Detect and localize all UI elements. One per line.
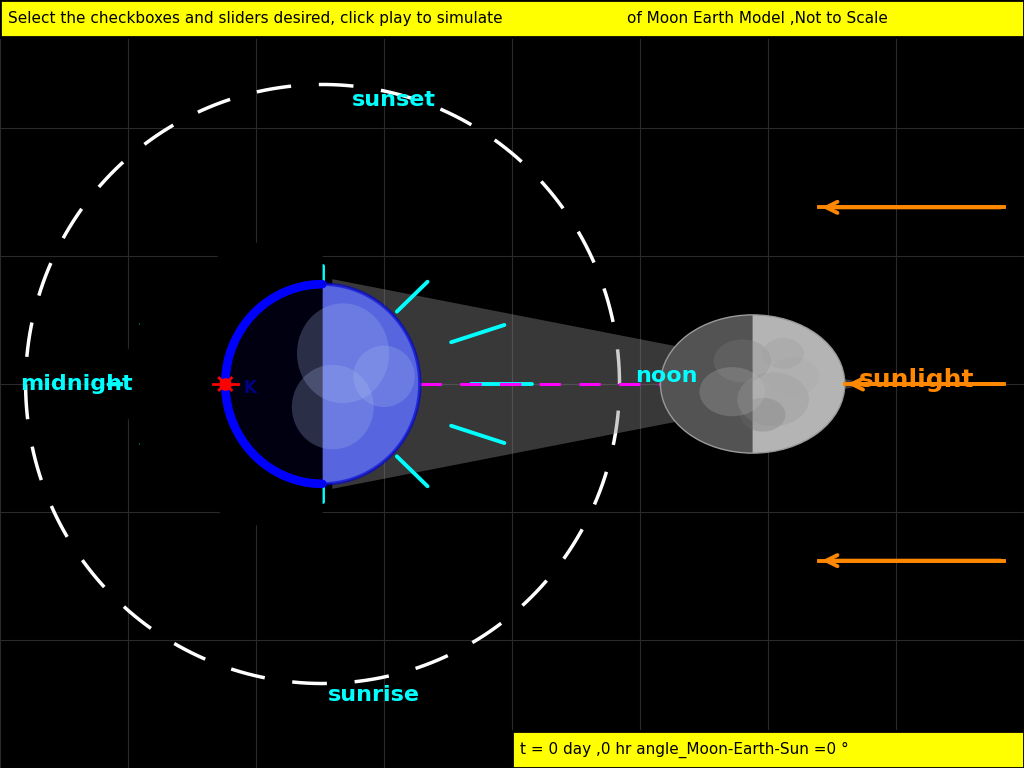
Text: t = 0 day ,0 hr angle_Moon-Earth-Sun =0 °: t = 0 day ,0 hr angle_Moon-Earth-Sun =0 … <box>520 741 849 758</box>
Ellipse shape <box>225 284 420 484</box>
Text: midnight: midnight <box>20 374 133 394</box>
Text: sunset: sunset <box>352 90 436 110</box>
Ellipse shape <box>292 365 374 449</box>
Ellipse shape <box>353 346 415 407</box>
Bar <box>512 731 1024 768</box>
Wedge shape <box>660 315 753 453</box>
Circle shape <box>660 315 845 453</box>
Circle shape <box>737 372 809 426</box>
Text: noon: noon <box>635 366 697 386</box>
Circle shape <box>699 367 765 416</box>
Text: of Moon Earth Model ,Not to Scale: of Moon Earth Model ,Not to Scale <box>627 11 888 26</box>
Text: K: K <box>244 379 257 397</box>
Circle shape <box>714 339 771 382</box>
Circle shape <box>740 398 785 432</box>
Polygon shape <box>332 279 854 489</box>
Bar <box>0 0 1024 37</box>
Wedge shape <box>753 315 845 453</box>
Circle shape <box>768 357 819 396</box>
Text: sunlight: sunlight <box>859 368 974 392</box>
Ellipse shape <box>225 284 420 484</box>
Text: Select the checkboxes and sliders desired, click play to simulate: Select the checkboxes and sliders desire… <box>8 11 503 26</box>
Ellipse shape <box>297 303 389 403</box>
Polygon shape <box>225 284 323 484</box>
Polygon shape <box>323 284 420 484</box>
Text: sunrise: sunrise <box>328 685 420 705</box>
Circle shape <box>763 338 804 369</box>
Wedge shape <box>123 234 323 534</box>
